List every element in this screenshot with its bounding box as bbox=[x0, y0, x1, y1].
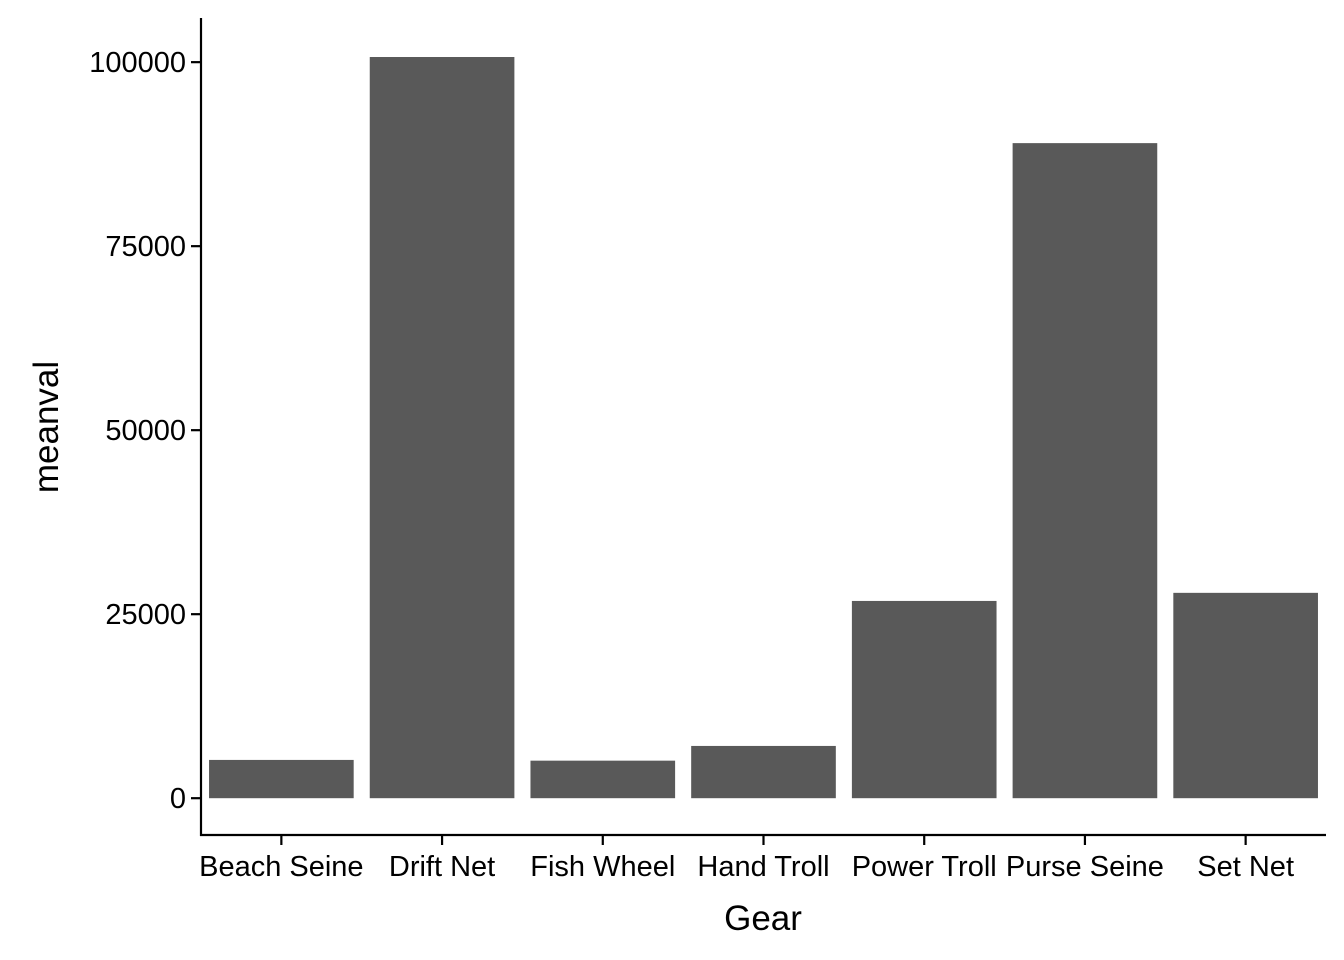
x-tick-label: Power Troll bbox=[852, 851, 997, 883]
y-axis-title: meanval bbox=[27, 361, 66, 493]
bar-purse-seine bbox=[1012, 143, 1158, 799]
bar-set-net bbox=[1173, 592, 1318, 799]
x-tick-label: Set Net bbox=[1197, 851, 1294, 883]
y-tick-label: 25000 bbox=[105, 599, 186, 631]
y-tick-label: 50000 bbox=[105, 415, 186, 447]
x-tick-label: Hand Troll bbox=[697, 851, 829, 883]
y-axis-ticks: 0 25000 50000 75000 100000 bbox=[89, 47, 201, 815]
bar-beach-seine bbox=[209, 759, 354, 799]
bar-hand-troll bbox=[691, 745, 836, 799]
bar-fish-wheel bbox=[530, 760, 676, 799]
bar-power-troll bbox=[851, 600, 997, 799]
x-tick-label: Purse Seine bbox=[1006, 851, 1164, 883]
x-axis-ticks: Beach Seine Drift Net Fish Wheel Hand Troll… bbox=[199, 835, 1294, 883]
bar-drift-net bbox=[369, 57, 515, 799]
y-tick-label: 100000 bbox=[89, 47, 186, 79]
x-tick-label: Fish Wheel bbox=[530, 851, 675, 883]
y-tick-label: 75000 bbox=[105, 231, 186, 263]
bars bbox=[209, 57, 1318, 799]
x-tick-label: Beach Seine bbox=[199, 851, 363, 883]
x-axis-title: Gear bbox=[724, 899, 802, 938]
x-tick-label: Drift Net bbox=[389, 851, 495, 883]
y-tick-label: 0 bbox=[170, 783, 186, 815]
